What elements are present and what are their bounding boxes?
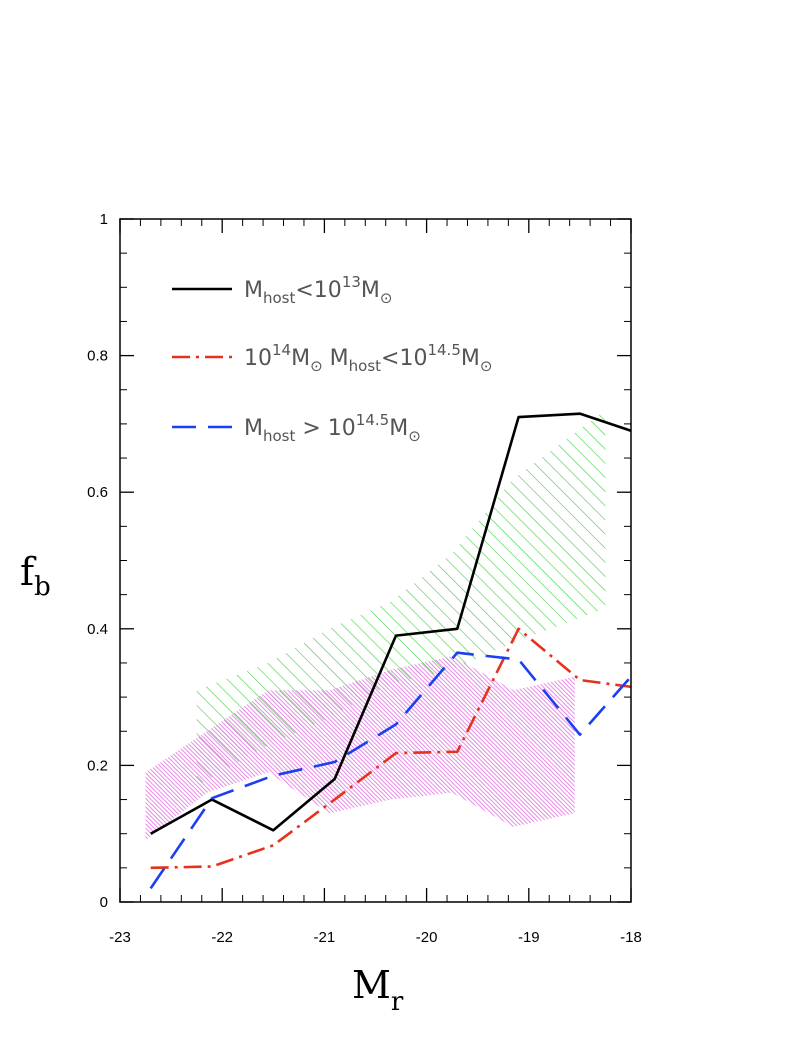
x-tick-label: -18 <box>620 929 642 946</box>
legend-label-2: 1014M⊙ Mhost<1014.5M⊙ <box>244 341 492 375</box>
y-tick-label: 0.8 <box>87 348 108 365</box>
series-lines <box>149 412 631 890</box>
y-tick-label: 0.2 <box>87 757 108 774</box>
y-tick-label: 0.4 <box>87 621 108 638</box>
x-tick-label: -22 <box>211 929 233 946</box>
y-tick-label: 0 <box>100 894 108 911</box>
x-axis-label: Mr <box>352 963 404 1017</box>
legend-label-1: Mhost<1013M⊙ <box>244 273 392 307</box>
legend: Mhost<1013M⊙ 1014M⊙ Mhost<1014.5M⊙ Mhost >… <box>172 273 492 445</box>
y-tick-label: 0.6 <box>87 484 108 501</box>
axis-ticks: -23 -22 -21 -20 -19 -18 0 0.2 0.4 0.6 0.8 1 <box>87 211 642 946</box>
x-tick-label: -20 <box>416 929 438 946</box>
legend-label-3: Mhost > 1014.5M⊙ <box>244 411 421 445</box>
x-tick-label: -21 <box>314 929 336 946</box>
shaded-bands <box>145 410 606 841</box>
y-axis-label: fb <box>20 550 51 602</box>
x-tick-label: -19 <box>518 929 540 946</box>
x-tick-label: -23 <box>109 929 131 946</box>
y-tick-label: 1 <box>100 211 108 228</box>
shaded-band-2 <box>145 656 575 841</box>
series-line-2 <box>150 627 631 870</box>
series-line-3 <box>149 651 631 890</box>
series-line-1 <box>150 412 631 835</box>
